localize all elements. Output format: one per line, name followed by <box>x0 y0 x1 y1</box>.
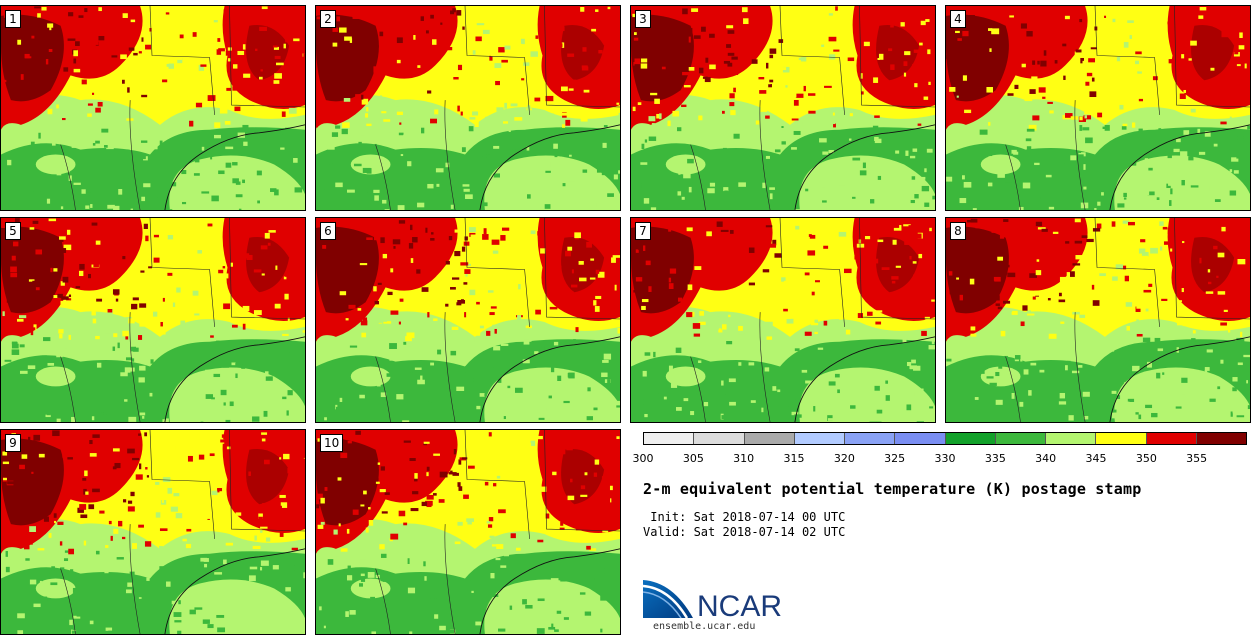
map-panel-3: 3 <box>630 5 936 211</box>
colorbar-swatch <box>1096 433 1147 444</box>
colorbar-tick-label: 330 <box>934 452 956 465</box>
panel-number: 3 <box>635 10 651 28</box>
website-url: ensemble.ucar.edu <box>653 621 756 632</box>
panel-number: 7 <box>635 222 651 240</box>
map-panel-5: 5 <box>0 217 306 423</box>
map-field <box>1 6 305 210</box>
map-field <box>1 430 305 634</box>
colorbar-swatch <box>694 433 745 444</box>
map-field <box>946 218 1250 422</box>
logo-text: NCAR <box>697 590 782 620</box>
colorbar-tick-label: 315 <box>783 452 805 465</box>
map-field <box>946 6 1250 210</box>
colorbar-swatch <box>1046 433 1097 444</box>
map-panel-9: 9 <box>0 429 306 635</box>
map-panel-6: 6 <box>315 217 621 423</box>
ncar-logo: NCAR <box>643 580 782 620</box>
panel-number: 5 <box>5 222 21 240</box>
colorbar-swatch <box>644 433 695 444</box>
map-panel-4: 4 <box>945 5 1251 211</box>
panel-number: 9 <box>5 434 21 452</box>
colorbar-tick-label: 310 <box>733 452 755 465</box>
colorbar-tick-label: 345 <box>1085 452 1107 465</box>
colorbar-swatch <box>895 433 946 444</box>
panel-number: 6 <box>320 222 336 240</box>
colorbar-tick-label: 300 <box>632 452 654 465</box>
panel-number: 2 <box>320 10 336 28</box>
map-panel-2: 2 <box>315 5 621 211</box>
map-panel-7: 7 <box>630 217 936 423</box>
panel-number: 10 <box>320 434 344 452</box>
map-field <box>316 430 620 634</box>
colorbar-tick-label: 325 <box>884 452 906 465</box>
map-field <box>1 218 305 422</box>
figure-title: 2-m equivalent potential temperature (K)… <box>643 480 1142 498</box>
colorbar-swatch <box>744 433 795 444</box>
map-field <box>316 218 620 422</box>
map-panel-10: 10 <box>315 429 621 635</box>
map-panel-1: 1 <box>0 5 306 211</box>
map-field <box>631 218 935 422</box>
map-panel-8: 8 <box>945 217 1251 423</box>
map-field <box>316 6 620 210</box>
panel-number: 8 <box>950 222 966 240</box>
colorbar-tick-label: 340 <box>1035 452 1057 465</box>
colorbar-tick-label: 350 <box>1135 452 1157 465</box>
colorbar-swatch <box>845 433 896 444</box>
colorbar-swatch <box>1196 433 1246 444</box>
colorbar-swatch <box>1146 433 1197 444</box>
colorbar-tick-label: 335 <box>984 452 1006 465</box>
panel-number: 4 <box>950 10 966 28</box>
panel-number: 1 <box>5 10 21 28</box>
map-field <box>631 6 935 210</box>
colorbar-tick-label: 305 <box>682 452 704 465</box>
colorbar-tick-label: 355 <box>1186 452 1208 465</box>
colorbar-tick-label: 320 <box>833 452 855 465</box>
colorbar-swatch <box>945 433 996 444</box>
colorbar-swatch <box>995 433 1046 444</box>
colorbar-swatch <box>794 433 845 444</box>
valid-time: Valid: Sat 2018-07-14 02 UTC <box>643 525 846 539</box>
init-time: Init: Sat 2018-07-14 00 UTC <box>643 510 846 524</box>
colorbar <box>643 432 1247 445</box>
